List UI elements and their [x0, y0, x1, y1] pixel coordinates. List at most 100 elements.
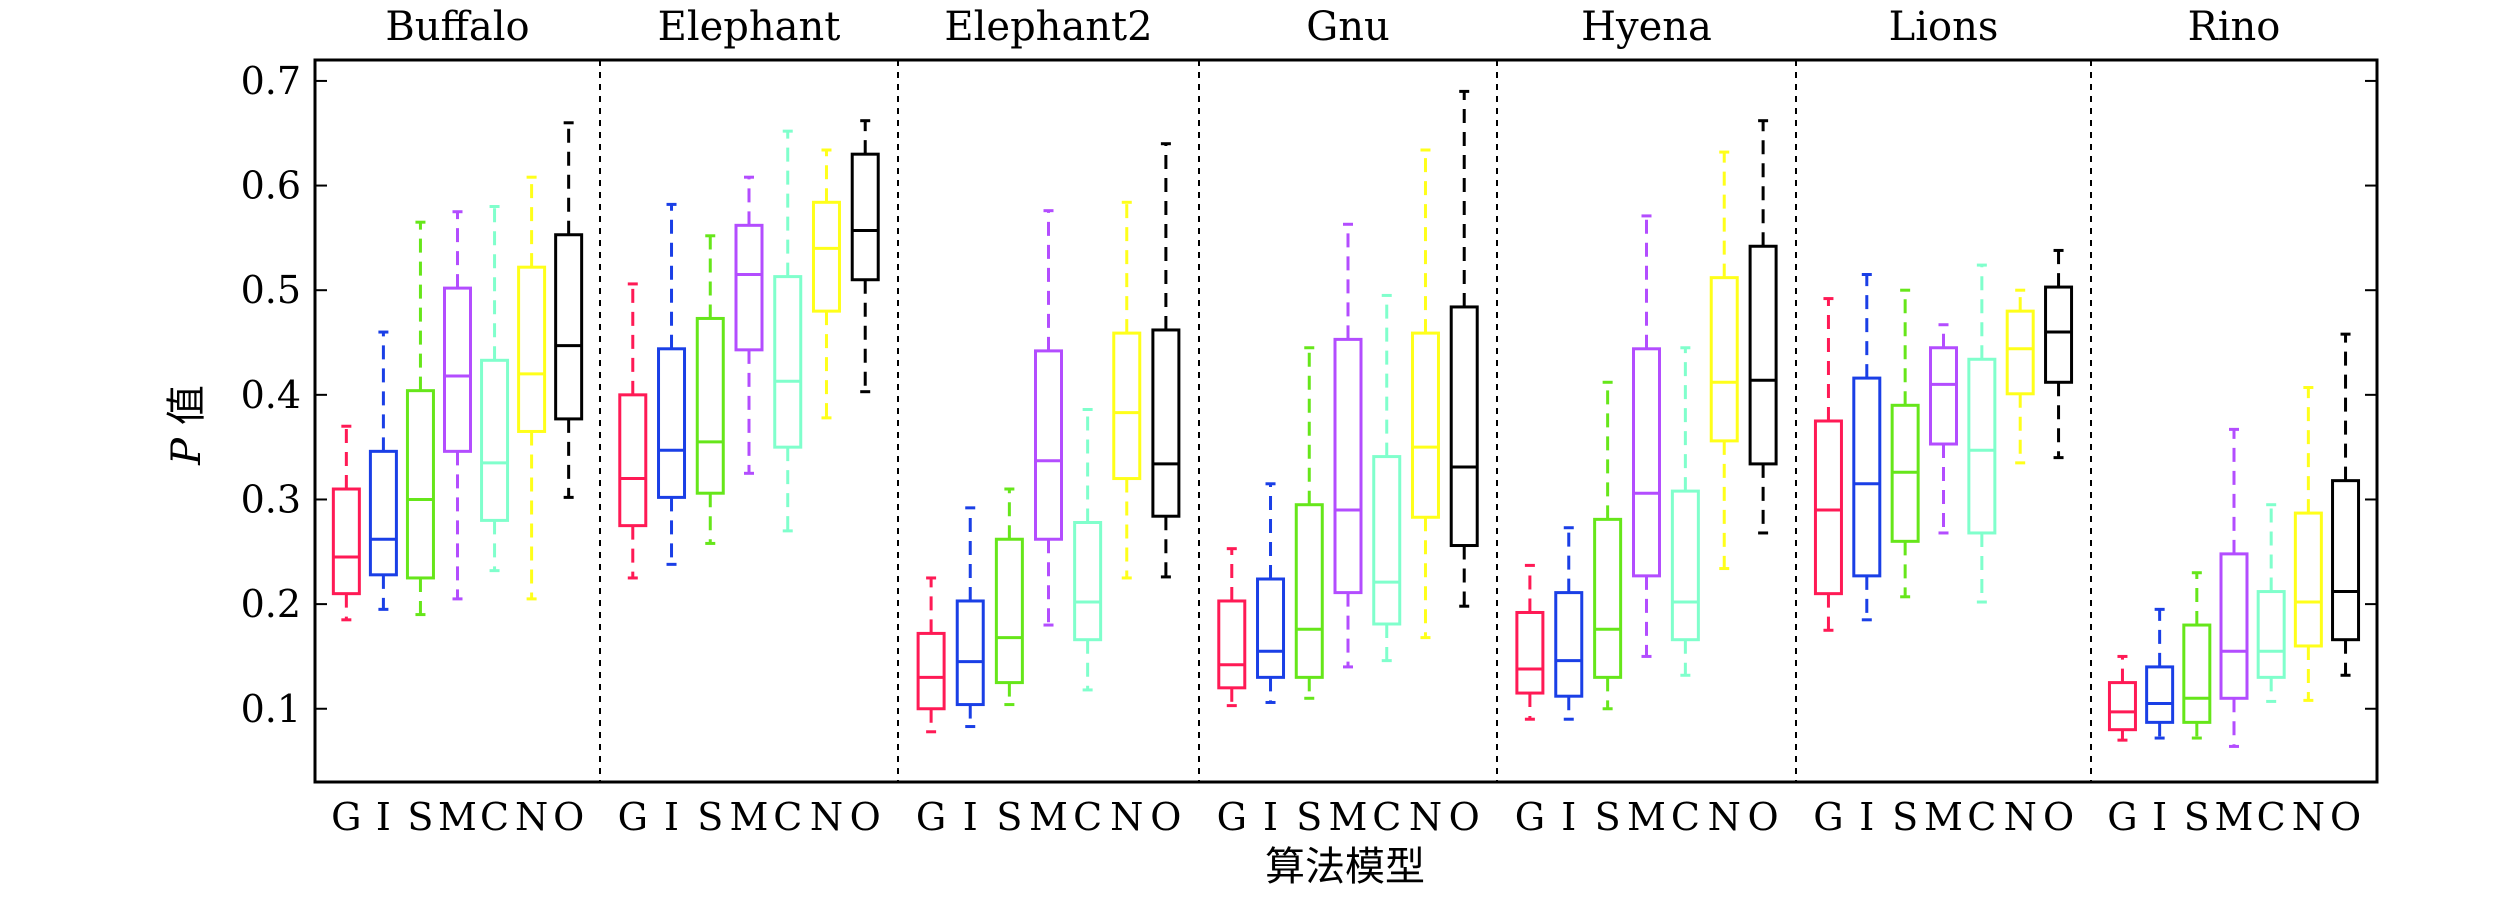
- x-tick-label: O: [1449, 795, 1480, 839]
- axes-group: 0.1 0.2 0.3 0.4 0.5 0.6 0.7: [241, 59, 2377, 731]
- panel-title: Elephant: [658, 4, 841, 50]
- box-iqr: [773, 275, 803, 449]
- x-tick-label: S: [1595, 795, 1621, 839]
- box-iqr: [1073, 520, 1103, 642]
- panel-title: Lions: [1889, 4, 1999, 50]
- x-tick-label: M: [438, 795, 477, 839]
- box-iqr: [1593, 517, 1623, 679]
- box-iqr: [517, 265, 547, 433]
- box-O: [2331, 332, 2361, 677]
- panel-elephant2: Elephant2 G I S M C N O: [916, 4, 1182, 839]
- x-tick-label: O: [553, 795, 584, 839]
- box-M: [1034, 209, 1063, 627]
- box-iqr: [2107, 681, 2137, 732]
- panel-title: Buffalo: [385, 4, 529, 50]
- box-iqr: [1294, 503, 1324, 679]
- box-iqr: [2005, 309, 2035, 396]
- box-C: [1073, 407, 1103, 692]
- box-iqr: [1333, 337, 1363, 595]
- box-O: [2044, 248, 2074, 460]
- x-tick-label: G: [1217, 795, 1247, 839]
- box-iqr: [1929, 346, 1958, 446]
- box-I: [955, 506, 985, 729]
- box-I: [2145, 607, 2175, 740]
- box-O: [1748, 119, 1778, 535]
- y-tick-label: 0.6: [241, 164, 301, 208]
- box-iqr: [955, 599, 985, 707]
- box-iqr: [916, 631, 946, 711]
- x-tick-label: M: [2215, 795, 2254, 839]
- box-iqr: [2145, 665, 2175, 724]
- box-C: [2256, 503, 2286, 703]
- x-tick-label: S: [1892, 795, 1918, 839]
- x-tick-label: N: [2004, 795, 2037, 839]
- box-iqr: [2219, 552, 2249, 700]
- x-tick-label: I: [2152, 795, 2167, 839]
- box-M: [443, 210, 472, 601]
- x-tick-label: I: [1561, 795, 1576, 839]
- box-iqr: [1515, 610, 1545, 695]
- panel-title: Elephant2: [944, 4, 1152, 50]
- box-iqr: [1410, 331, 1440, 519]
- box-N: [1709, 150, 1739, 571]
- x-tick-label: G: [331, 795, 361, 839]
- y-tick-label: 0.1: [241, 687, 301, 731]
- box-G: [1813, 297, 1843, 632]
- box-S: [1890, 288, 1920, 599]
- x-tick-label: C: [480, 795, 509, 839]
- box-I: [657, 202, 687, 566]
- x-tick-label: M: [1029, 795, 1068, 839]
- panel-title: Hyena: [1581, 4, 1712, 50]
- box-S: [1294, 346, 1324, 700]
- box-iqr: [695, 316, 725, 495]
- box-iqr: [368, 449, 398, 577]
- box-S: [695, 234, 725, 545]
- x-tick-label: C: [1671, 795, 1700, 839]
- box-iqr: [618, 393, 648, 528]
- x-tick-label: S: [1296, 795, 1322, 839]
- box-M: [1333, 222, 1363, 669]
- box-iqr: [2182, 623, 2212, 724]
- x-tick-label: S: [2184, 795, 2210, 839]
- x-tick-label: O: [2330, 795, 2361, 839]
- x-tick-label: G: [2107, 795, 2137, 839]
- x-axis-label: 算法模型: [1265, 844, 1425, 890]
- x-tick-label: G: [1813, 795, 1843, 839]
- x-tick-label: I: [1859, 795, 1874, 839]
- x-tick-label: O: [2043, 795, 2074, 839]
- x-tick-label: O: [1748, 795, 1779, 839]
- plot-area: [313, 58, 2379, 784]
- box-iqr: [1554, 591, 1584, 698]
- x-tick-label: O: [850, 795, 881, 839]
- x-tick-label: C: [2257, 795, 2286, 839]
- box-iqr: [1151, 328, 1181, 518]
- box-M: [1632, 214, 1661, 658]
- x-tick-label: M: [1329, 795, 1368, 839]
- box-G: [618, 282, 648, 580]
- y-tick-label: 0.2: [241, 582, 301, 626]
- box-iqr: [554, 233, 584, 421]
- box-iqr: [811, 200, 841, 313]
- x-tick-label: C: [1372, 795, 1401, 839]
- box-G: [916, 576, 946, 734]
- box-O: [850, 119, 880, 394]
- box-M: [2219, 427, 2249, 748]
- box-iqr: [1748, 244, 1778, 466]
- x-tick-label: C: [1073, 795, 1102, 839]
- box-O: [554, 121, 584, 499]
- box-M: [734, 175, 764, 475]
- box-iqr: [1372, 455, 1402, 626]
- box-N: [517, 175, 547, 601]
- box-I: [1256, 482, 1286, 704]
- panel-title: Rino: [2188, 4, 2281, 50]
- y-axis-label-text: 值: [164, 385, 210, 438]
- box-iqr: [331, 487, 361, 596]
- x-tick-label: M: [1924, 795, 1963, 839]
- x-tick-label: N: [1708, 795, 1741, 839]
- box-iqr: [1449, 305, 1479, 548]
- box-N: [1112, 200, 1142, 580]
- box-N: [2005, 288, 2035, 465]
